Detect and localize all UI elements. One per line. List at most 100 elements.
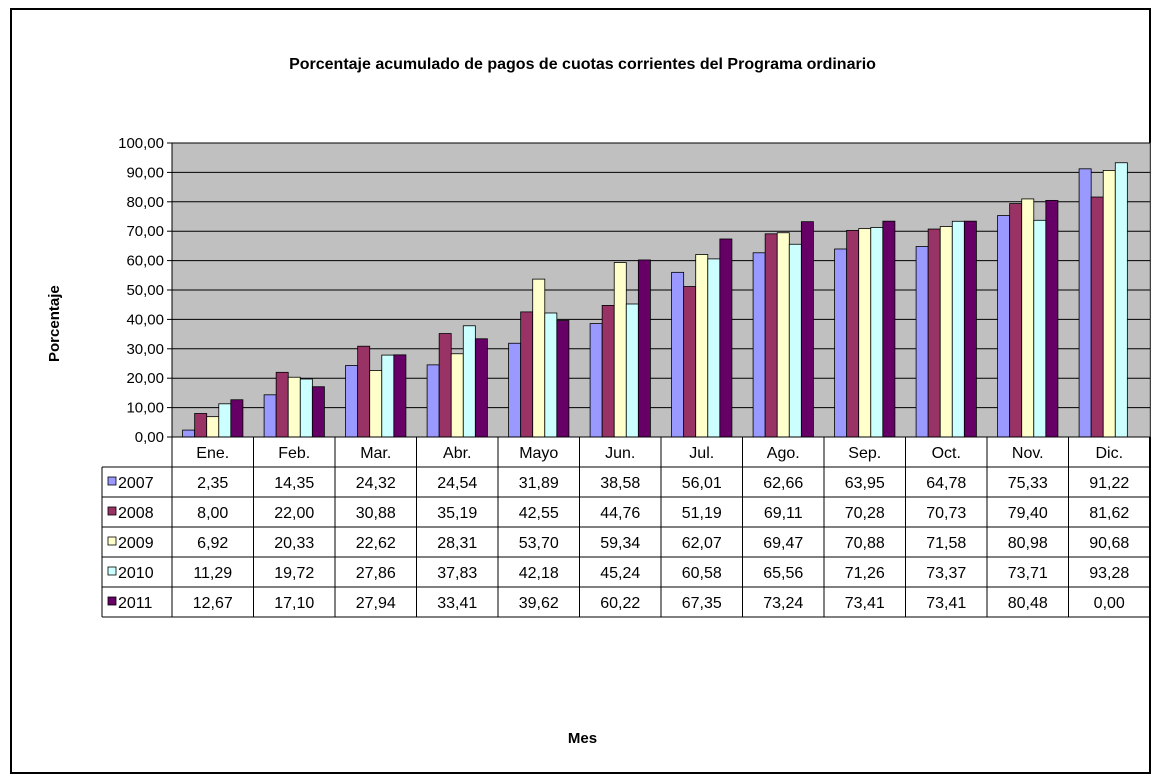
bar-2009: [1102, 170, 1116, 438]
bar-2008: [438, 333, 452, 438]
y-tick-label: 60,00: [126, 253, 164, 270]
data-label: 80,48: [1008, 595, 1048, 612]
bar-2011: [393, 354, 407, 438]
data-label: 28,31: [437, 535, 477, 552]
bar-2008: [1009, 203, 1023, 438]
data-label: 60,58: [682, 565, 722, 582]
bar-2008: [1090, 196, 1104, 438]
bar-2007: [589, 323, 603, 438]
data-label: 53,70: [519, 535, 559, 552]
y-tick-label: 100,00: [118, 135, 164, 152]
bar-2007: [182, 429, 196, 438]
data-label: 73,71: [1008, 565, 1048, 582]
x-tick-label: Jul.: [689, 445, 714, 462]
legend-swatch-2009: [107, 536, 117, 546]
bar-2010: [218, 403, 232, 438]
x-tick-label: Abr.: [443, 445, 471, 462]
y-tick-label: 40,00: [126, 311, 164, 328]
legend-label: 2007: [118, 475, 154, 492]
legend-swatch-2010: [107, 566, 117, 576]
bar-2010: [299, 378, 313, 438]
data-label: 75,33: [1008, 475, 1048, 492]
data-label: 73,41: [926, 595, 966, 612]
bar-2009: [369, 370, 383, 438]
bar-2010: [462, 325, 476, 438]
legend-label: 2009: [118, 535, 154, 552]
data-label: 19,72: [274, 565, 314, 582]
bar-2008: [846, 229, 860, 438]
bar-2007: [752, 252, 766, 438]
data-label: 24,54: [437, 475, 477, 492]
bar-2009: [206, 416, 220, 438]
y-tick-label: 90,00: [126, 164, 164, 181]
y-tick-label: 50,00: [126, 282, 164, 299]
bar-2009: [776, 232, 790, 438]
bar-2010: [1033, 219, 1047, 438]
bar-2008: [927, 228, 941, 438]
x-tick-label: Oct.: [932, 445, 961, 462]
bar-2008: [764, 233, 778, 438]
bar-2011: [800, 221, 814, 438]
bar-2011: [719, 238, 733, 438]
data-label: 65,56: [763, 565, 803, 582]
bar-2011: [882, 220, 896, 438]
bar-2009: [939, 226, 953, 438]
chart-title: Porcentaje acumulado de pagos de cuotas …: [289, 56, 876, 73]
data-label: 27,86: [356, 565, 396, 582]
bar-2010: [788, 243, 802, 438]
data-label: 6,92: [197, 535, 228, 552]
bar-2009: [450, 353, 464, 438]
data-label: 90,68: [1089, 535, 1129, 552]
bar-2007: [508, 342, 522, 438]
bar-2009: [695, 254, 709, 438]
data-label: 51,19: [682, 505, 722, 522]
bar-2007: [834, 248, 848, 438]
bar-2010: [625, 303, 639, 438]
bar-2010: [870, 227, 884, 438]
data-label: 42,18: [519, 565, 559, 582]
data-label: 93,28: [1089, 565, 1129, 582]
bar-2011: [963, 220, 977, 438]
legend-swatch-2011: [107, 596, 117, 606]
x-tick-label: Mar.: [360, 445, 391, 462]
x-tick-label: Mayo: [519, 445, 558, 462]
x-tick-label: Ago.: [767, 445, 800, 462]
data-label: 38,58: [600, 475, 640, 492]
bar-2011: [474, 338, 488, 438]
legend-label: 2011: [118, 595, 153, 612]
data-label: 71,58: [926, 535, 966, 552]
y-tick-label: 80,00: [126, 194, 164, 211]
data-label: 70,28: [845, 505, 885, 522]
bar-2007: [997, 215, 1011, 438]
x-tick-label: Sep.: [848, 445, 881, 462]
data-label: 31,89: [519, 475, 559, 492]
data-label: 30,88: [356, 505, 396, 522]
data-label: 45,24: [600, 565, 640, 582]
data-label: 62,66: [763, 475, 803, 492]
bar-2009: [532, 278, 546, 438]
legend-swatch-2008: [107, 506, 117, 516]
data-label: 56,01: [682, 475, 722, 492]
data-label: 33,41: [437, 595, 477, 612]
x-tick-label: Feb.: [278, 445, 310, 462]
bar-2009: [1021, 198, 1035, 438]
data-label: 14,35: [274, 475, 314, 492]
bar-2011: [556, 320, 570, 438]
data-label: 17,10: [274, 595, 314, 612]
bar-2008: [194, 413, 208, 438]
bar-2007: [915, 246, 929, 438]
y-tick-label: 20,00: [126, 370, 164, 387]
data-label: 70,73: [926, 505, 966, 522]
data-label: 69,11: [764, 505, 803, 522]
data-label: 63,95: [845, 475, 885, 492]
bar-2010: [951, 220, 965, 438]
bar-2010: [1114, 162, 1128, 438]
legend-label: 2008: [118, 505, 154, 522]
bar-2011: [311, 386, 325, 438]
data-label: 11,29: [193, 565, 232, 582]
data-label: 67,35: [682, 595, 722, 612]
bar-2008: [520, 311, 534, 438]
data-label: 73,41: [845, 595, 885, 612]
legend-swatch-2007: [107, 476, 117, 486]
